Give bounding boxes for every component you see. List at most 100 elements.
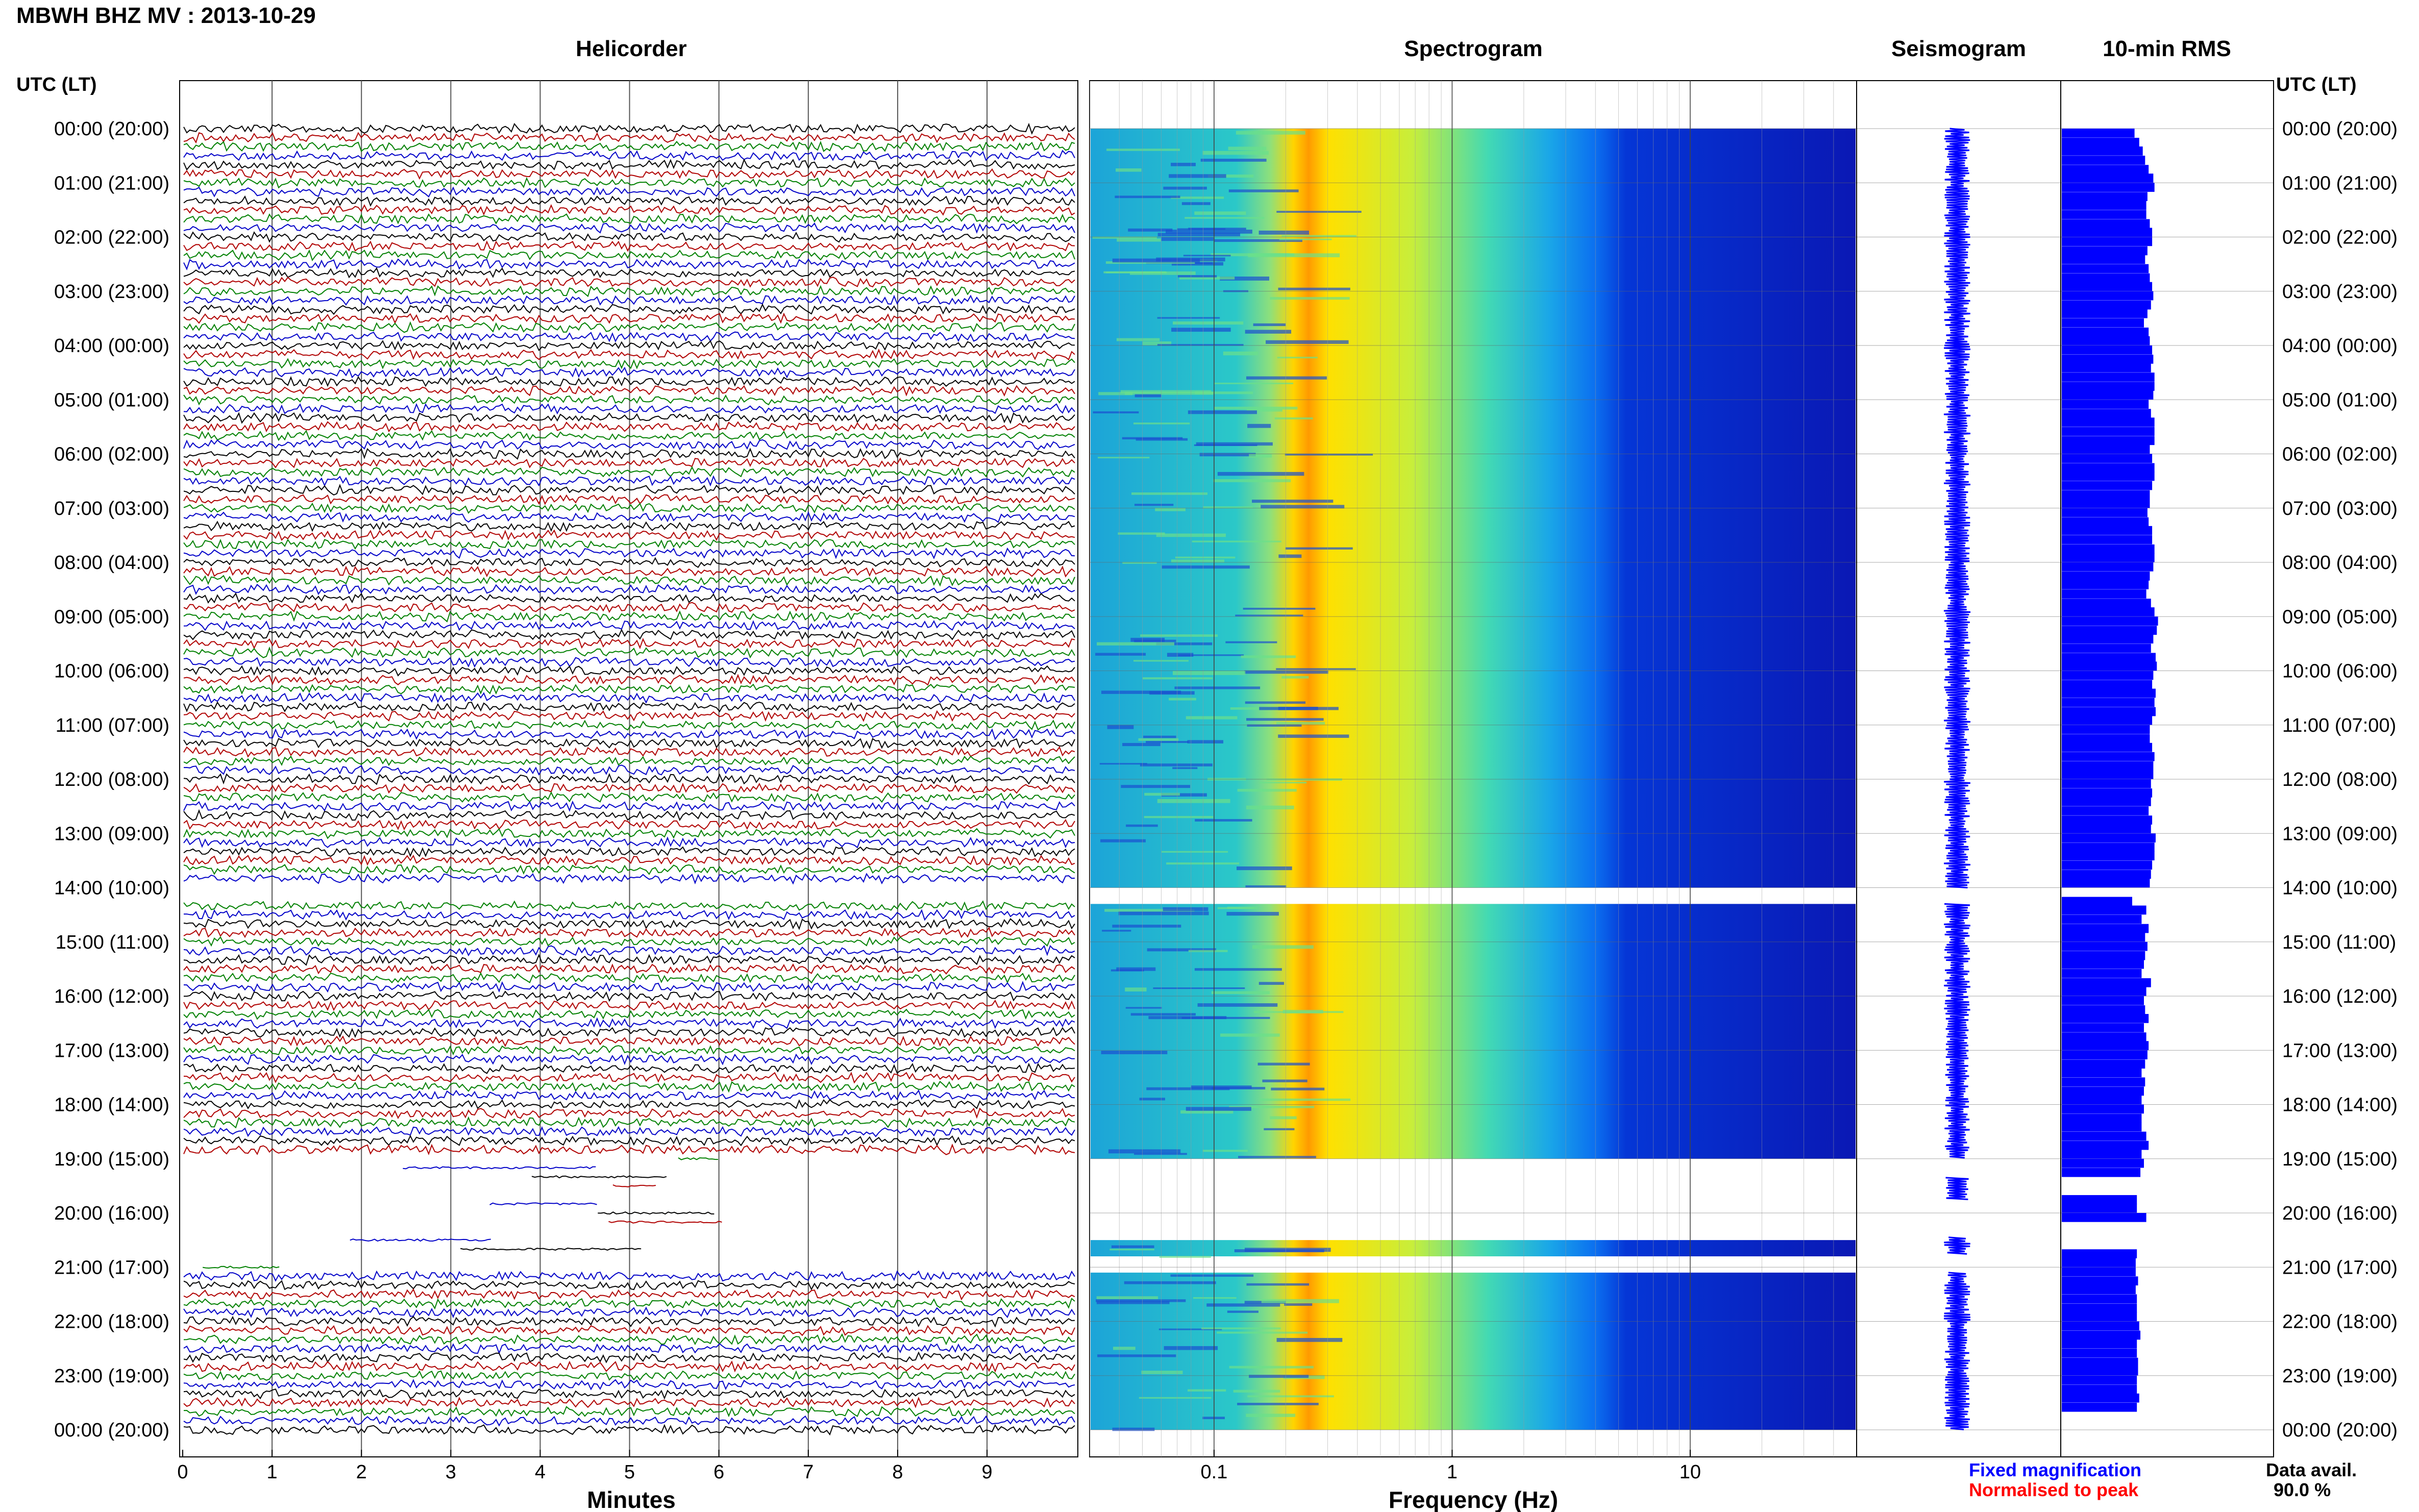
spectrogram-streak <box>1194 968 1282 971</box>
spectrogram-streak <box>1112 1427 1155 1431</box>
spectrogram-streak <box>1162 565 1250 569</box>
time-label-left: 06:00 (02:00) <box>54 444 169 465</box>
spectrogram-streak <box>1161 793 1207 797</box>
helicorder-trace <box>183 746 1075 758</box>
rms-bar <box>2062 355 2154 364</box>
rms-bar <box>2062 851 2155 861</box>
spectrogram-streak <box>1238 1156 1316 1158</box>
rms-bar <box>2062 273 2150 283</box>
rms-bar <box>2062 336 2150 345</box>
helicorder-trace <box>183 692 1075 704</box>
rms-bar <box>2062 932 2145 942</box>
spectrogram-streak <box>1118 532 1165 535</box>
rms-bar <box>2062 698 2155 707</box>
time-label-left: 16:00 (12:00) <box>54 986 169 1007</box>
rms-bar <box>2062 1068 2142 1078</box>
spectrogram-streak <box>1270 297 1350 300</box>
rms-bar <box>2062 327 2149 337</box>
helicorder-trace <box>183 1406 1075 1418</box>
time-label-left: 11:00 (07:00) <box>56 715 169 736</box>
helicorder-trace <box>183 728 1075 740</box>
spectrogram-streak <box>1122 742 1161 747</box>
helicorder-trace <box>183 854 1075 866</box>
rms-bar <box>2062 806 2149 815</box>
helicorder-trace <box>183 665 1075 677</box>
helicorder-trace <box>183 557 1075 568</box>
spectrogram-streak <box>1245 701 1306 704</box>
rms-bar <box>2062 228 2153 237</box>
rms-bar <box>2062 390 2154 400</box>
rms-bar <box>2062 761 2154 771</box>
rms-bar <box>2062 653 2156 662</box>
spectrogram-streak <box>1246 805 1294 810</box>
spectrogram-streak <box>1186 1107 1251 1111</box>
spectrogram-x-ticks: 0.1 1 10 <box>1201 1450 1701 1483</box>
spectrogram-streak <box>1157 233 1241 236</box>
spectrogram-streak <box>1202 1150 1248 1152</box>
helicorder-trace <box>183 1333 1075 1346</box>
spectrogram-streak <box>1098 392 1133 395</box>
spectrogram-streak <box>1197 1003 1278 1007</box>
spectrogram-streak <box>1122 562 1157 564</box>
spectrogram-streak <box>1246 1283 1310 1286</box>
spectrogram-streak <box>1247 424 1271 428</box>
rms-title: 10-min RMS <box>2103 36 2231 61</box>
helicorder-trace <box>183 1360 1075 1373</box>
rms-bar <box>2062 129 2135 138</box>
rms-bar <box>2062 499 2150 508</box>
spectrogram-streak <box>1111 1245 1154 1248</box>
spectrogram-tick-label: 10 <box>1680 1461 1701 1483</box>
spectrogram-streak <box>1166 862 1240 865</box>
rms-bar <box>2062 616 2158 626</box>
spectrogram-streak <box>1093 411 1139 414</box>
time-label-left: 00:00 (20:00) <box>54 118 169 140</box>
helicorder-trace <box>183 1062 1075 1074</box>
rms-bar <box>2062 318 2144 328</box>
seismogram-trace <box>1944 1236 1970 1255</box>
rms-bar <box>2062 138 2139 147</box>
spectrogram-streak <box>1175 556 1236 559</box>
helicorder-x-ticks: 0 1 2 3 4 5 6 7 8 9 <box>177 1450 993 1483</box>
spectrogram-streak <box>1281 235 1357 237</box>
spectrogram-streak <box>1157 799 1230 803</box>
time-label-right: 13:00 (09:00) <box>2282 823 2398 845</box>
helicorder-tick-label: 9 <box>982 1461 993 1483</box>
helicorder-trace <box>183 1280 1075 1291</box>
time-label-right: 11:00 (07:00) <box>2282 715 2396 736</box>
spectrogram-streak <box>1261 505 1345 509</box>
time-label-right: 10:00 (06:00) <box>2282 661 2398 682</box>
spectrogram-streak <box>1188 950 1228 952</box>
rms-bar <box>2062 707 2156 716</box>
time-label-left: 21:00 (17:00) <box>54 1257 169 1278</box>
spectrogram-streak <box>1172 671 1246 675</box>
rms-bar <box>2062 1276 2138 1286</box>
spectrogram-streak <box>1156 257 1225 262</box>
spectrogram-streak <box>1098 457 1150 459</box>
spectrogram-streak <box>1100 839 1146 842</box>
time-label-left: 09:00 (05:00) <box>54 606 169 628</box>
time-label-left: 08:00 (04:00) <box>54 552 169 574</box>
helicorder-trace <box>183 158 1075 171</box>
helicorder-tick-label: 4 <box>535 1461 546 1483</box>
spectrogram-streak <box>1149 691 1195 695</box>
spectrogram-streak <box>1186 716 1238 720</box>
rms-bar <box>2062 1303 2137 1313</box>
helicorder-trace <box>183 864 1075 875</box>
helicorder-trace <box>183 791 1075 803</box>
spectrogram-streak <box>1226 912 1279 916</box>
spectrogram-streak <box>1147 948 1216 952</box>
rms-bar <box>2062 715 2153 725</box>
spectrogram-streak <box>1126 824 1158 827</box>
spectrogram-streak <box>1259 707 1339 710</box>
spectrogram-streak <box>1276 1337 1343 1342</box>
spectrogram-streak <box>1106 271 1167 274</box>
helicorder-trace <box>183 150 1075 161</box>
spectrogram-streak <box>1278 554 1302 558</box>
rms-bar <box>2062 417 2155 427</box>
rms-bar <box>2062 255 2145 264</box>
spectrogram-streak <box>1266 340 1349 344</box>
spectrogram-streak <box>1128 228 1173 232</box>
rms-bar <box>2062 752 2155 761</box>
helicorder-trace <box>183 494 1075 505</box>
spectrogram-streak <box>1101 1051 1168 1054</box>
